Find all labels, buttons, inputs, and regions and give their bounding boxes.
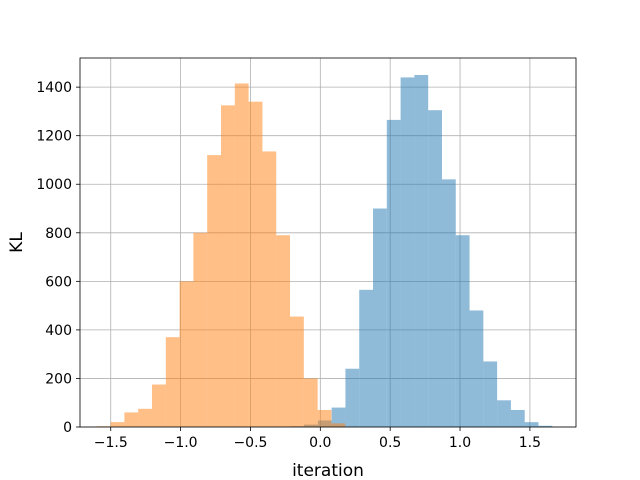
histogram-bar-series-1 (469, 310, 484, 427)
histogram-bar-series-2 (331, 423, 346, 427)
histogram-bar-series-2 (179, 281, 194, 427)
x-tick-label: −1.0 (164, 435, 198, 451)
histogram-bar-series-2 (290, 316, 304, 427)
x-tick-label: −1.5 (94, 435, 128, 451)
histogram-bar-series-2 (193, 232, 208, 427)
histogram-bar-series-1 (455, 235, 470, 427)
y-tick-label: 1200 (36, 129, 72, 145)
plot-frame (79, 57, 577, 428)
x-tick-label: 0.0 (309, 435, 331, 451)
y-axis-label: KL (7, 232, 27, 253)
histogram-bar-series-2 (110, 422, 125, 427)
histogram-bar-series-1 (359, 289, 374, 427)
histogram-bar-series-2 (276, 235, 291, 427)
x-axis-label: iteration (292, 461, 364, 480)
x-axis: −1.5 −1.0 −0.5 0.0 0.5 1.0 1.5 (94, 427, 541, 451)
histogram-bar-series-1 (345, 368, 360, 427)
histogram-bar-series-2 (207, 155, 222, 427)
y-tick-label: 600 (45, 274, 72, 290)
histogram-bar-series-1 (386, 119, 401, 427)
histogram-bars (96, 74, 553, 428)
histogram-bar-series-1 (428, 110, 442, 427)
histogram-bar-series-1 (538, 425, 553, 427)
histogram-bar-series-1 (483, 361, 498, 427)
histogram-bar-series-1 (400, 77, 415, 427)
y-tick-label: 400 (45, 323, 72, 339)
y-tick-label: 1000 (36, 177, 72, 193)
x-tick-label: 1.5 (519, 435, 541, 451)
y-tick-label: 0 (63, 420, 72, 436)
histogram-bar-series-2 (317, 410, 332, 427)
histogram-bar-series-1 (414, 74, 429, 428)
histogram-bar-series-1 (524, 422, 539, 427)
histogram-bar-series-2 (262, 151, 277, 428)
histogram-bar-series-2 (234, 83, 249, 427)
y-axis: 0 200 400 600 800 1000 1200 1400 (36, 80, 80, 436)
histogram-bar-series-2 (221, 105, 235, 428)
histogram-bar-series-2 (303, 378, 318, 427)
x-tick-label: −0.5 (233, 435, 267, 451)
histogram-bar-series-2 (151, 384, 166, 427)
x-tick-label: 1.0 (449, 435, 471, 451)
x-tick-label: 0.5 (379, 435, 401, 451)
y-tick-label: 800 (45, 226, 72, 242)
histogram-bar-series-2 (248, 101, 263, 428)
histogram-bar-series-2 (124, 412, 139, 427)
y-tick-label: 1400 (36, 80, 72, 96)
histogram-bar-series-1 (510, 410, 525, 427)
histogram-bar-series-1 (497, 400, 511, 427)
histogram-bar-series-1 (331, 407, 346, 427)
histogram-bar-series-2 (138, 408, 152, 427)
histogram-bar-series-1 (441, 179, 456, 427)
y-tick-label: 200 (45, 371, 72, 387)
histogram-bar-series-2 (165, 337, 180, 427)
grid-lines (80, 58, 576, 428)
histogram-bar-series-1 (373, 208, 387, 427)
